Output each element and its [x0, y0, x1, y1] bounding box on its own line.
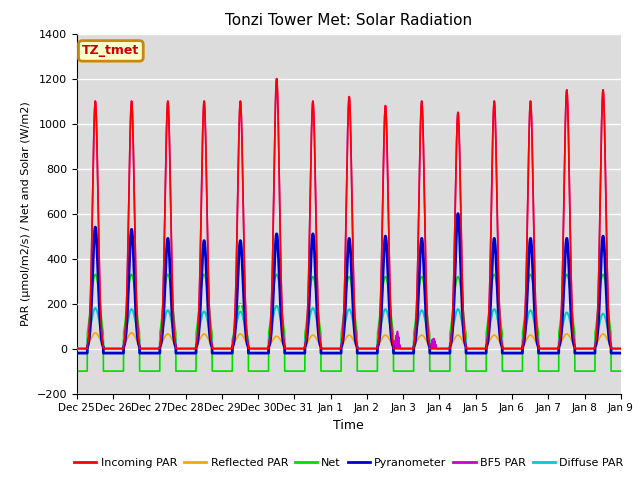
Text: TZ_tmet: TZ_tmet — [82, 44, 140, 58]
X-axis label: Time: Time — [333, 419, 364, 432]
Legend: Incoming PAR, Reflected PAR, Net, Pyranometer, BF5 PAR, Diffuse PAR: Incoming PAR, Reflected PAR, Net, Pyrano… — [70, 453, 628, 472]
Y-axis label: PAR (μmol/m2/s) / Net and Solar (W/m2): PAR (μmol/m2/s) / Net and Solar (W/m2) — [21, 101, 31, 326]
Title: Tonzi Tower Met: Solar Radiation: Tonzi Tower Met: Solar Radiation — [225, 13, 472, 28]
